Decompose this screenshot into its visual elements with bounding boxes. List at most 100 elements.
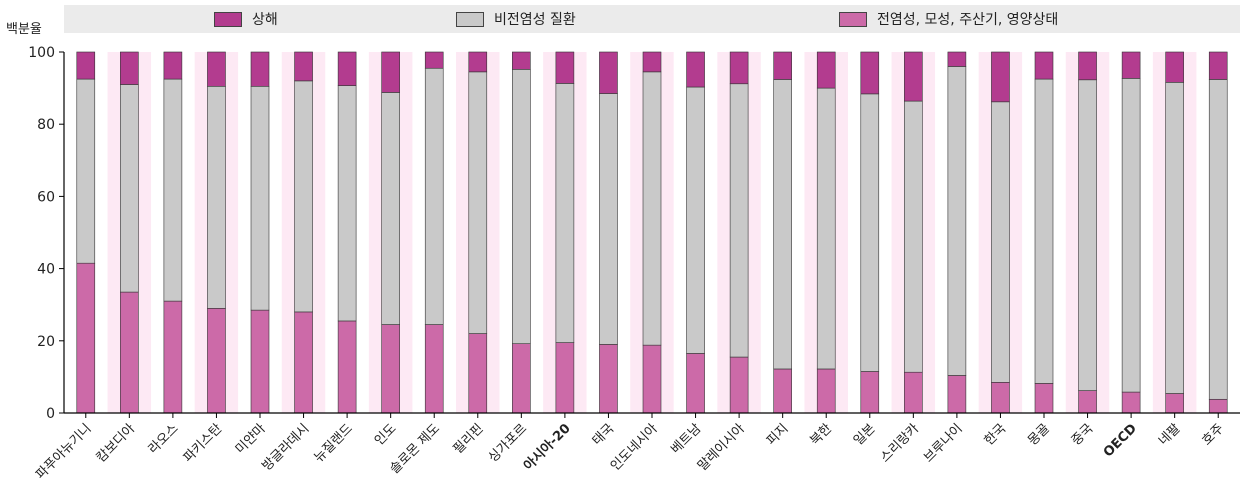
- x-tick-label: OECD: [1101, 421, 1140, 460]
- bar-segment-communicable: [773, 368, 792, 414]
- bar-segment-injury: [76, 51, 96, 80]
- y-axis-title: 백분율: [6, 22, 42, 37]
- bar-segment-noncommunicable: [424, 67, 444, 325]
- bar-segment-noncommunicable: [1165, 82, 1184, 394]
- x-tick-label: 인도네시아: [608, 421, 661, 474]
- bar-segment-noncommunicable: [163, 78, 183, 302]
- bar-segment-noncommunicable: [337, 85, 357, 322]
- legend-label-injury: 상해: [252, 12, 278, 28]
- x-tick-label: 인도: [372, 421, 400, 449]
- bar-segment-injury: [1034, 51, 1054, 80]
- x-tick-label: 파키스탄: [181, 421, 225, 465]
- bar-segment-communicable: [1208, 398, 1228, 414]
- legend-item-communicable: 전염성, 모성, 주산기, 영양상태: [839, 10, 1058, 28]
- bar-segment-communicable: [1165, 393, 1184, 414]
- bar-segment-injury: [424, 51, 444, 69]
- bar-segment-noncommunicable: [1078, 79, 1097, 391]
- bar-segment-injury: [599, 51, 618, 94]
- y-tick-label: 100: [28, 45, 55, 61]
- bar-segment-injury: [729, 51, 749, 85]
- x-tick-label: 피지: [764, 421, 792, 449]
- bar-segment-injury: [773, 51, 792, 80]
- bar-segment-injury: [468, 51, 488, 73]
- bar-segment-communicable: [816, 368, 836, 414]
- bar-segment-injury: [816, 51, 836, 89]
- bar-segment-communicable: [337, 320, 357, 414]
- bar-segment-communicable: [904, 371, 923, 414]
- bar-segment-noncommunicable: [294, 80, 313, 313]
- y-tick-label: 20: [37, 334, 55, 350]
- x-tick-label: 브루나이: [921, 421, 965, 465]
- bar-segment-noncommunicable: [1208, 79, 1228, 400]
- bar-segment-injury: [947, 51, 967, 67]
- bar-segment-communicable: [76, 262, 96, 414]
- bar-segment-noncommunicable: [381, 92, 400, 325]
- x-tick-label: 싱가포르: [486, 421, 530, 465]
- bar-segment-injury: [337, 51, 357, 86]
- x-tick-label: 태국: [590, 421, 618, 449]
- bar-segment-injury: [250, 51, 270, 87]
- bar-segment-injury: [686, 51, 705, 88]
- bar-segment-noncommunicable: [1034, 78, 1054, 384]
- bar-segment-injury: [991, 51, 1010, 103]
- bar-segment-noncommunicable: [904, 100, 923, 373]
- bar-segment-injury: [1078, 51, 1097, 81]
- y-tick-label: 60: [37, 189, 55, 205]
- bar-segment-injury: [381, 51, 400, 93]
- bar-segment-injury: [512, 51, 531, 70]
- x-tick-label: 뉴질랜드: [312, 421, 356, 465]
- bar-segment-injury: [120, 51, 139, 85]
- bar-segment-noncommunicable: [947, 66, 967, 376]
- bar-segment-injury: [294, 51, 313, 82]
- bar-segment-communicable: [207, 308, 226, 414]
- x-tick-label: 일본: [851, 421, 879, 449]
- legend-item-noncommunicable: 비전염성 질환: [456, 10, 576, 28]
- bar-segment-injury: [904, 51, 923, 102]
- x-tick-label: 미얀마: [233, 421, 269, 457]
- x-tick-label: 몽골: [1025, 421, 1053, 449]
- bar-segment-communicable: [250, 309, 270, 414]
- bar-segment-injury: [860, 51, 880, 95]
- bar-segment-communicable: [163, 300, 183, 414]
- bar-segment-injury: [1208, 51, 1228, 80]
- legend-label-communicable: 전염성, 모성, 주산기, 영양상태: [877, 12, 1059, 28]
- bar-segment-communicable: [1078, 390, 1097, 414]
- bar-segment-injury: [1165, 51, 1184, 83]
- bar-segment-noncommunicable: [686, 86, 705, 354]
- bar-segment-communicable: [294, 311, 313, 414]
- bar-segment-communicable: [1121, 391, 1141, 414]
- legend-item-injury: 상해: [214, 10, 278, 28]
- x-tick-label: 방글라데시: [259, 421, 312, 474]
- bar-segment-noncommunicable: [1121, 78, 1141, 393]
- bar-segment-communicable: [729, 356, 749, 414]
- bar-segment-noncommunicable: [599, 93, 618, 345]
- legend-swatch-noncommunicable: [456, 11, 484, 27]
- bar-segment-noncommunicable: [250, 85, 270, 311]
- legend-swatch-injury: [214, 11, 242, 27]
- x-tick-label: 파푸아뉴기니: [33, 421, 94, 482]
- bar-segment-communicable: [686, 353, 705, 414]
- bar-segment-communicable: [555, 342, 575, 414]
- bar-segment-noncommunicable: [468, 71, 488, 334]
- bar-segment-noncommunicable: [991, 101, 1010, 383]
- x-tick-label: 호주: [1200, 421, 1228, 449]
- x-tick-label: 라오스: [146, 421, 182, 457]
- x-tick-label: 북한: [808, 421, 836, 449]
- bar-segment-communicable: [424, 324, 444, 414]
- bar-segment-injury: [207, 51, 226, 87]
- bar-segment-communicable: [947, 375, 967, 414]
- bar-segment-communicable: [991, 382, 1010, 414]
- x-tick-label: 한국: [982, 421, 1010, 449]
- bar-segment-injury: [1121, 51, 1141, 79]
- bar-segment-communicable: [1034, 383, 1054, 414]
- x-tick-label: 아시아-20: [520, 421, 573, 474]
- bar-segment-communicable: [860, 371, 880, 414]
- bar-segment-communicable: [642, 344, 662, 414]
- bar-segment-noncommunicable: [860, 93, 880, 372]
- legend-label-noncommunicable: 비전염성 질환: [494, 12, 576, 28]
- x-tick-label: 베트남: [668, 421, 704, 457]
- bar-segment-noncommunicable: [555, 83, 575, 343]
- y-tick-label: 80: [37, 117, 55, 133]
